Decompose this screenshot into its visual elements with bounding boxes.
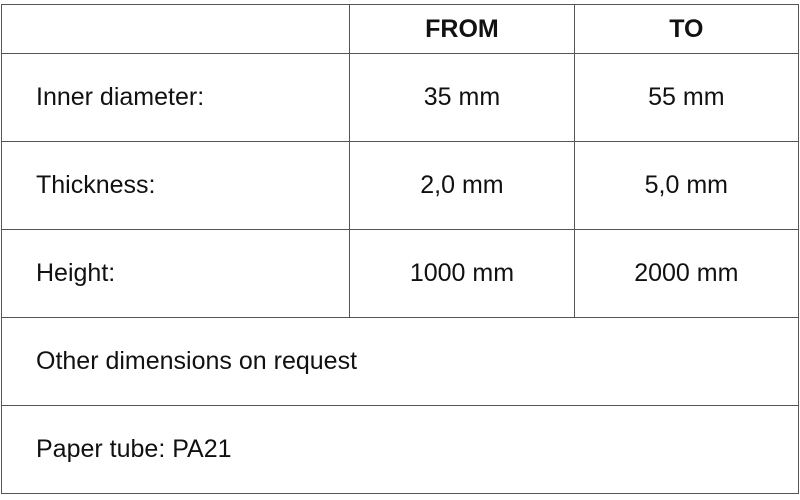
table-row: Thickness: 2,0 mm 5,0 mm bbox=[0, 141, 800, 230]
row-to: 5,0 mm bbox=[573, 141, 800, 230]
header-from: FROM bbox=[349, 4, 575, 54]
dimensions-table: FROM TO Inner diameter: 35 mm 55 mm Thic… bbox=[0, 4, 800, 494]
note-paper-tube: Paper tube: PA21 bbox=[1, 405, 799, 494]
note-row: Other dimensions on request bbox=[1, 317, 799, 406]
row-to: 2000 mm bbox=[573, 229, 800, 318]
note-row: Paper tube: PA21 bbox=[1, 405, 799, 494]
table-row: Inner diameter: 35 mm 55 mm bbox=[0, 53, 800, 142]
row-from: 35 mm bbox=[349, 53, 575, 142]
row-label: Thickness: bbox=[0, 141, 351, 230]
row-label: Inner diameter: bbox=[0, 53, 351, 142]
header-empty bbox=[0, 4, 351, 54]
table-row: Height: 1000 mm 2000 mm bbox=[0, 229, 800, 318]
row-from: 2,0 mm bbox=[349, 141, 575, 230]
note-other-dimensions: Other dimensions on request bbox=[1, 317, 799, 406]
row-label: Height: bbox=[0, 229, 351, 318]
row-to: 55 mm bbox=[573, 53, 800, 142]
row-from: 1000 mm bbox=[349, 229, 575, 318]
header-to: TO bbox=[573, 4, 800, 54]
header-row: FROM TO bbox=[0, 4, 800, 54]
